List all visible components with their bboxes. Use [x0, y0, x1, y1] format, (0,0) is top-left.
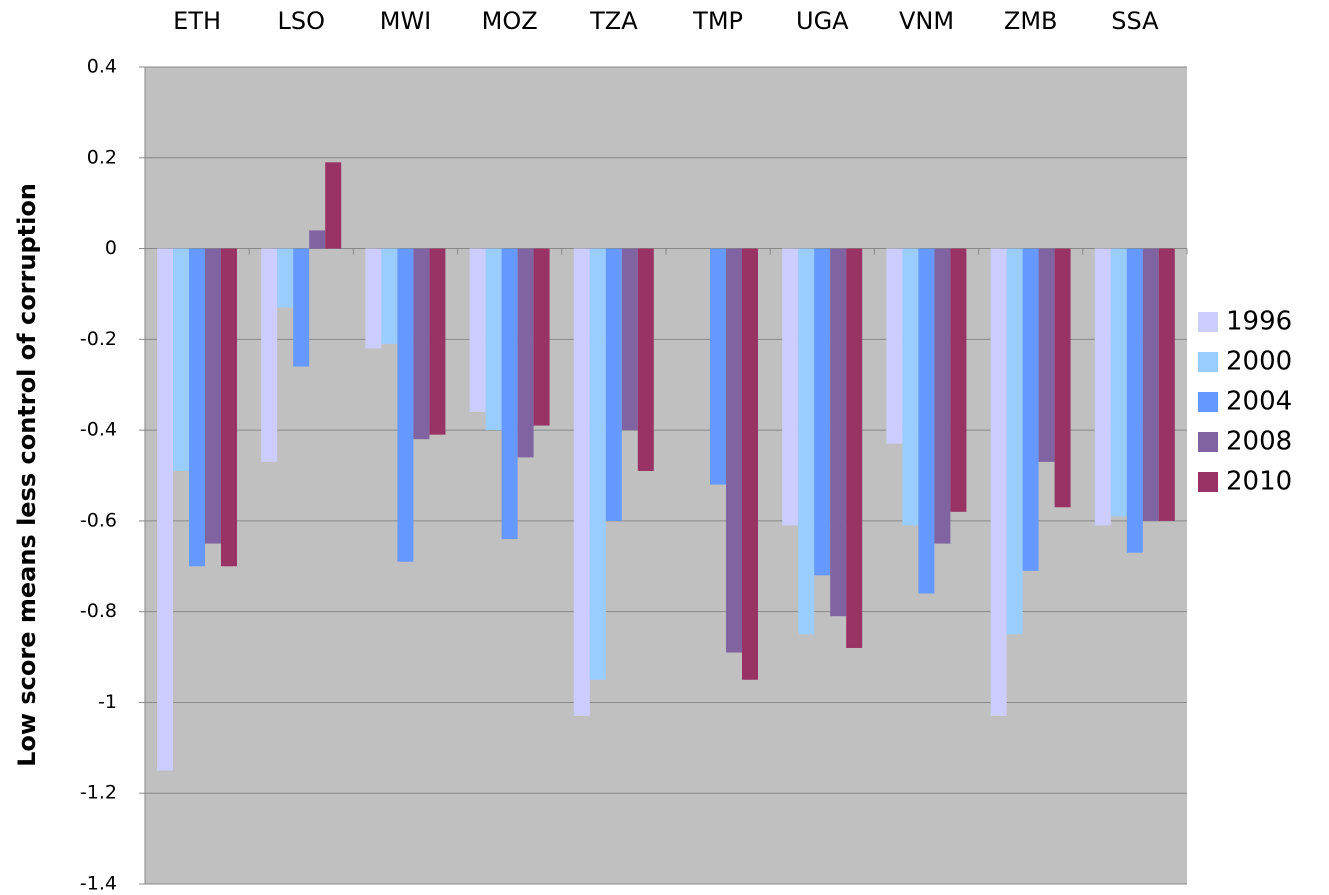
bar [429, 248, 446, 435]
y-tick-label: -1.4 [80, 873, 117, 895]
bar [846, 248, 863, 648]
bar [621, 248, 638, 431]
bar [990, 248, 1007, 717]
bar [501, 248, 518, 540]
bar [293, 248, 310, 367]
bar [950, 248, 967, 512]
bar [798, 248, 815, 635]
bar [902, 248, 919, 526]
legend-label: 2004 [1226, 387, 1292, 417]
x-tick-label: VNM [899, 7, 954, 35]
bar [814, 248, 831, 576]
y-tick-label: -1 [98, 691, 117, 713]
bar [637, 248, 654, 471]
bar [533, 248, 550, 426]
bar [157, 248, 173, 771]
bar [397, 248, 414, 562]
legend-swatch [1198, 352, 1218, 372]
y-tick-label: -1.2 [80, 782, 117, 804]
bar [1142, 248, 1159, 521]
y-tick-label: -0.2 [80, 328, 117, 350]
bar [605, 248, 622, 521]
bar [413, 248, 430, 440]
bar [573, 248, 590, 717]
bar [886, 248, 903, 444]
bar [517, 248, 534, 458]
x-tick-label: LSO [278, 7, 326, 35]
bar [918, 248, 935, 594]
bar [1038, 248, 1055, 462]
bar [309, 230, 326, 249]
bar [1158, 248, 1175, 521]
bar [221, 248, 237, 567]
bar [782, 248, 799, 526]
bar [189, 248, 205, 567]
x-tick-label: TMP [692, 7, 743, 35]
bar [277, 248, 294, 308]
y-tick-label: 0.4 [87, 56, 117, 78]
legend-label: 1996 [1226, 307, 1292, 337]
legend-label: 2000 [1226, 347, 1292, 377]
y-axis-label: Low score means less control of corrupti… [13, 183, 41, 767]
x-tick-label: UGA [796, 7, 849, 35]
bar [205, 248, 221, 544]
x-tick-label: TZA [589, 7, 638, 35]
bar [1022, 248, 1039, 571]
y-tick-label: -0.6 [80, 509, 117, 531]
bar [1006, 248, 1023, 635]
x-tick-label: MWI [380, 7, 432, 35]
y-tick-label: -0.4 [80, 419, 117, 441]
bar [365, 248, 382, 349]
x-tick-label: ETH [173, 7, 221, 35]
legend-swatch [1198, 432, 1218, 452]
x-tick-label: MOZ [482, 7, 538, 35]
bar [469, 248, 486, 412]
legend-label: 2010 [1226, 467, 1292, 497]
bar [934, 248, 951, 544]
bar [726, 248, 742, 653]
y-tick-label: 0.2 [87, 146, 117, 168]
y-tick-label: -0.8 [80, 600, 117, 622]
bar [742, 248, 758, 680]
legend-swatch [1198, 312, 1218, 332]
x-tick-label: SSA [1111, 7, 1159, 35]
legend-swatch [1198, 392, 1218, 412]
bar [1126, 248, 1143, 553]
bar [589, 248, 606, 680]
bar [173, 248, 189, 471]
x-tick-label: ZMB [1004, 7, 1058, 35]
bar [1110, 248, 1127, 517]
bar [325, 162, 342, 249]
bar [1094, 248, 1111, 526]
y-tick-label: 0 [105, 237, 117, 259]
legend-label: 2008 [1226, 427, 1292, 457]
bar [381, 248, 398, 344]
bar [830, 248, 847, 617]
bar [261, 248, 278, 462]
legend-swatch [1198, 472, 1218, 492]
bar [485, 248, 502, 431]
bar [710, 248, 726, 485]
bar [1054, 248, 1071, 508]
